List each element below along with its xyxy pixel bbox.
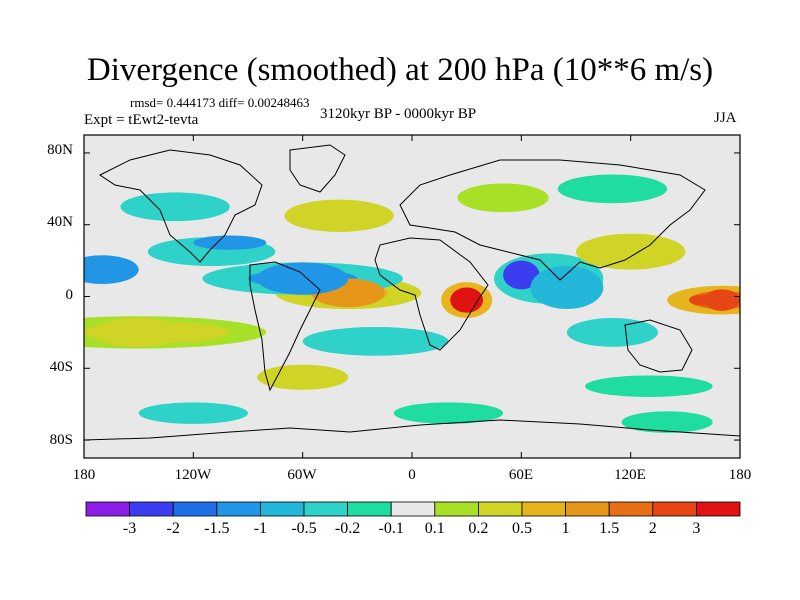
colorbar-swatch [259, 501, 305, 517]
colorbar-label: 0.5 [512, 520, 532, 537]
coast-south-america [249, 261, 321, 392]
colorbar-label: 0.1 [424, 520, 445, 537]
colorbar-label: 1 [561, 520, 570, 537]
contour-region [284, 199, 394, 232]
colorbar-swatch [85, 501, 130, 517]
period-text: 3120kyr BP - 0000kyr BP [320, 106, 477, 122]
colorbar-label: 1.5 [599, 520, 620, 537]
coast-australia [624, 319, 693, 373]
contour-region [84, 255, 139, 284]
colorbar-swatch [696, 501, 741, 517]
colorbar-swatch [172, 501, 218, 517]
contour-region [557, 174, 668, 204]
colorbar-swatch [303, 501, 348, 517]
x-tick-label: 180 [728, 467, 752, 483]
x-tick-label: 180 [72, 467, 96, 483]
colorbar-label: -0.5 [291, 520, 317, 537]
coast-antarctica [84, 419, 740, 441]
contour-region [566, 318, 658, 347]
y-tick-label: 40N [47, 214, 73, 230]
contour-region [585, 375, 713, 397]
colorbar-label: 0.2 [468, 520, 489, 537]
yellow-band-south-Pacific-region [93, 318, 185, 347]
colorbar-label: -1.5 [204, 520, 230, 537]
contour-region [302, 327, 449, 356]
colorbar-swatch [608, 501, 654, 517]
season-label: JJA [714, 110, 737, 126]
colorbar-label: 2 [648, 520, 657, 537]
contour-region [138, 402, 248, 424]
x-tick-label: 60W [287, 467, 317, 483]
coastlines [84, 144, 740, 441]
chart-title: Divergence (smoothed) at 200 hPa (10**6 … [86, 52, 714, 88]
contour-region [457, 183, 549, 213]
colorbar-swatch [477, 501, 523, 517]
contour-region [621, 411, 713, 433]
colorbar-label: 3 [692, 520, 701, 537]
colorbar [85, 501, 741, 517]
colorbar-label: -0.1 [378, 520, 404, 537]
divergence-field [84, 174, 740, 433]
red-maximum-west-Pacific-region [703, 289, 740, 311]
coast-greenland [289, 144, 346, 193]
y-tick-label: 40S [49, 359, 73, 375]
colorbar-swatch [129, 501, 174, 517]
contour-region [393, 402, 504, 424]
x-tick-label: 120E [614, 467, 646, 483]
colorbar-label: -0.2 [334, 520, 361, 537]
experiment-label: Expt = tEwt2-tevta [84, 112, 199, 128]
contour-region [257, 364, 349, 390]
colorbar-swatch [521, 501, 566, 517]
x-tick-label: 60E [508, 467, 534, 483]
colorbar-swatch [347, 501, 392, 517]
stats-text: rmsd= 0.444173 diff= 0.00248463 [130, 95, 310, 110]
coast-africa [374, 237, 489, 351]
colorbar-swatch [565, 501, 610, 517]
colorbar-swatch [434, 501, 479, 517]
colorbar-label: -1 [253, 520, 268, 537]
x-tick-label: 0 [408, 467, 416, 483]
blue-band-tropical-Atlantic-region [257, 262, 349, 295]
y-tick-label: 80N [47, 142, 73, 158]
contour-region [120, 192, 230, 222]
y-tick-label: 0 [65, 287, 74, 303]
coast-north-america [99, 149, 263, 263]
red-maximum-Indian-Ocean-region [450, 287, 484, 313]
colorbar-label: -3 [122, 520, 137, 537]
cyan-band-Bay-of-Bengal-region [530, 265, 604, 310]
x-tick-label: 120W [174, 467, 212, 483]
colorbar-swatch [216, 501, 261, 517]
contour-region [193, 235, 267, 250]
contour-region [576, 233, 686, 270]
colorbar-label: -2 [166, 520, 180, 537]
deep-blue-Arabian-Sea-region [503, 260, 540, 290]
coast-eurasia [399, 159, 706, 281]
axis-ticks [83, 135, 741, 458]
colorbar-swatch [390, 501, 436, 517]
colorbar-swatch [652, 501, 697, 517]
y-tick-label: 80S [49, 432, 73, 448]
